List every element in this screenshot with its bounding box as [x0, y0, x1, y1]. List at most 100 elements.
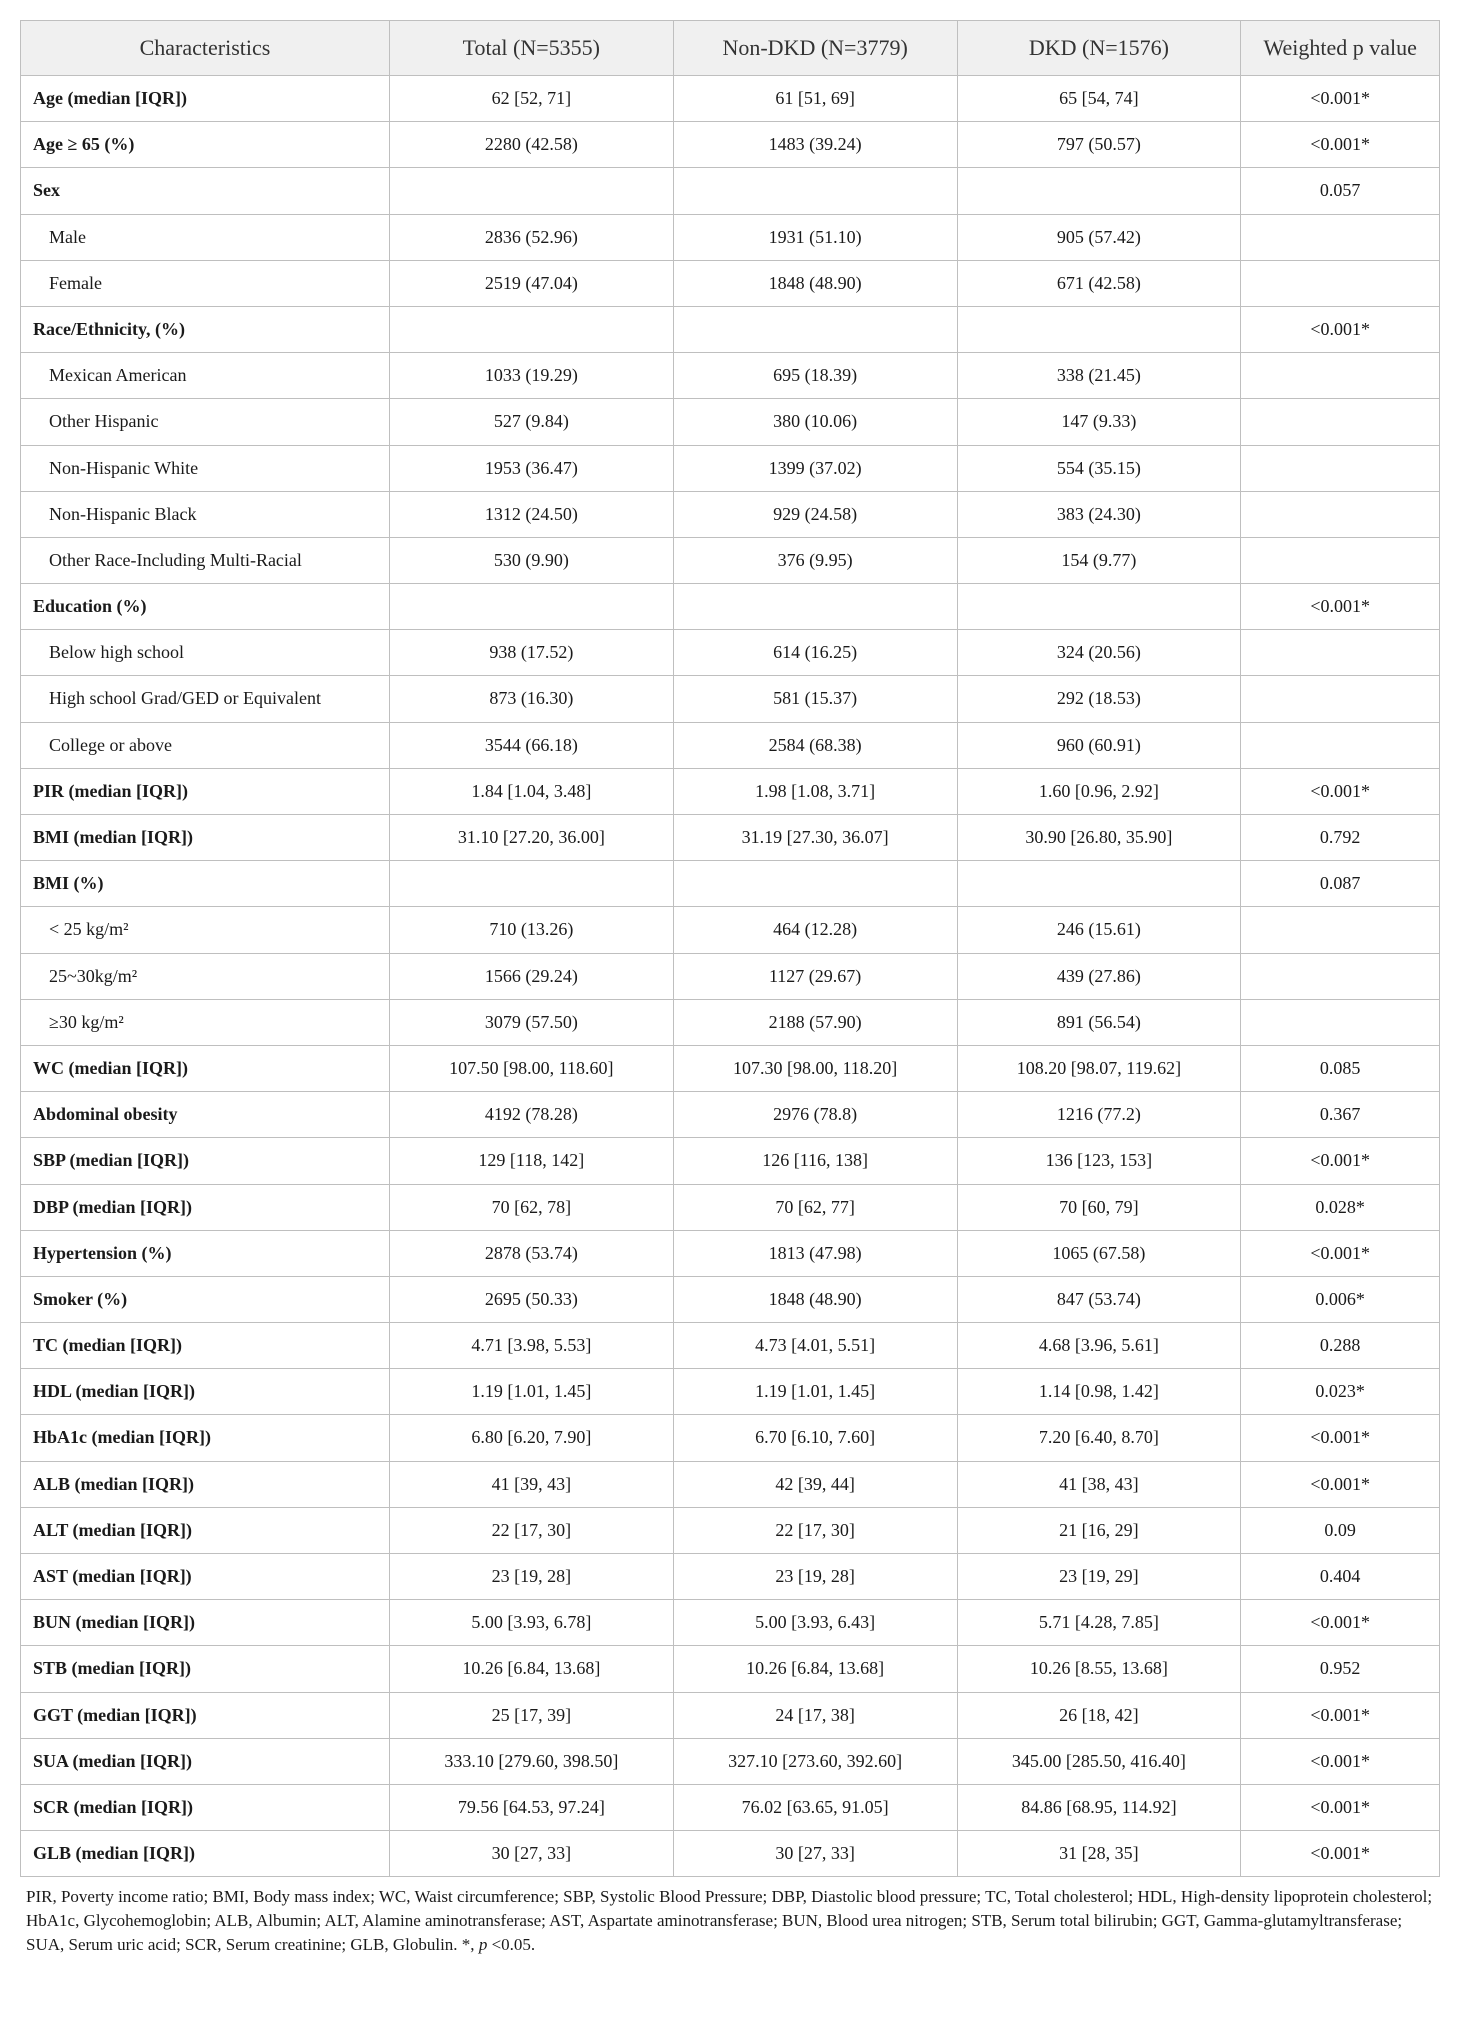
cell-total: 527 (9.84) — [389, 399, 673, 445]
cell-label: SUA (median [IQR]) — [21, 1738, 390, 1784]
cell-label: WC (median [IQR]) — [21, 1045, 390, 1091]
cell-nondkd — [673, 861, 957, 907]
cell-total: 873 (16.30) — [389, 676, 673, 722]
cell-dkd: 345.00 [285.50, 416.40] — [957, 1738, 1241, 1784]
table-row: SCR (median [IQR])79.56 [64.53, 97.24]76… — [21, 1784, 1440, 1830]
table-row: Below high school938 (17.52)614 (16.25)3… — [21, 630, 1440, 676]
cell-nondkd: 1931 (51.10) — [673, 214, 957, 260]
cell-p — [1241, 676, 1440, 722]
table-row: ≥30 kg/m²3079 (57.50)2188 (57.90)891 (56… — [21, 999, 1440, 1045]
cell-label: Other Hispanic — [21, 399, 390, 445]
cell-nondkd — [673, 584, 957, 630]
cell-total: 79.56 [64.53, 97.24] — [389, 1784, 673, 1830]
header-total: Total (N=5355) — [389, 21, 673, 76]
table-row: Age (median [IQR])62 [52, 71]61 [51, 69]… — [21, 76, 1440, 122]
cell-label: BMI (median [IQR]) — [21, 815, 390, 861]
cell-label: ALT (median [IQR]) — [21, 1507, 390, 1553]
cell-label: 25~30kg/m² — [21, 953, 390, 999]
cell-total: 70 [62, 78] — [389, 1184, 673, 1230]
cell-label: Abdominal obesity — [21, 1092, 390, 1138]
cell-p — [1241, 260, 1440, 306]
cell-dkd: 41 [38, 43] — [957, 1461, 1241, 1507]
cell-total: 2519 (47.04) — [389, 260, 673, 306]
cell-label: PIR (median [IQR]) — [21, 768, 390, 814]
cell-p: <0.001* — [1241, 768, 1440, 814]
cell-total: 2836 (52.96) — [389, 214, 673, 260]
cell-label: ALB (median [IQR]) — [21, 1461, 390, 1507]
cell-nondkd: 614 (16.25) — [673, 630, 957, 676]
cell-nondkd: 6.70 [6.10, 7.60] — [673, 1415, 957, 1461]
cell-p: <0.001* — [1241, 1138, 1440, 1184]
cell-dkd: 21 [16, 29] — [957, 1507, 1241, 1553]
header-pvalue: Weighted p value — [1241, 21, 1440, 76]
table-row: GGT (median [IQR])25 [17, 39]24 [17, 38]… — [21, 1692, 1440, 1738]
table-row: Smoker (%)2695 (50.33)1848 (48.90)847 (5… — [21, 1276, 1440, 1322]
cell-p: <0.001* — [1241, 1738, 1440, 1784]
cell-p — [1241, 537, 1440, 583]
cell-nondkd — [673, 306, 957, 352]
cell-label: Age ≥ 65 (%) — [21, 122, 390, 168]
cell-nondkd — [673, 168, 957, 214]
table-row: High school Grad/GED or Equivalent873 (1… — [21, 676, 1440, 722]
cell-dkd: 65 [54, 74] — [957, 76, 1241, 122]
cell-p: <0.001* — [1241, 1784, 1440, 1830]
table-row: Sex0.057 — [21, 168, 1440, 214]
cell-p: <0.001* — [1241, 1600, 1440, 1646]
cell-label: Non-Hispanic White — [21, 445, 390, 491]
cell-total: 23 [19, 28] — [389, 1554, 673, 1600]
cell-p — [1241, 445, 1440, 491]
cell-total: 530 (9.90) — [389, 537, 673, 583]
cell-p: 0.006* — [1241, 1276, 1440, 1322]
cell-p — [1241, 953, 1440, 999]
header-nondkd: Non-DKD (N=3779) — [673, 21, 957, 76]
cell-nondkd: 2188 (57.90) — [673, 999, 957, 1045]
cell-total: 1.19 [1.01, 1.45] — [389, 1369, 673, 1415]
table-row: BMI (median [IQR])31.10 [27.20, 36.00]31… — [21, 815, 1440, 861]
cell-nondkd: 1483 (39.24) — [673, 122, 957, 168]
table-row: BUN (median [IQR])5.00 [3.93, 6.78]5.00 … — [21, 1600, 1440, 1646]
cell-nondkd: 581 (15.37) — [673, 676, 957, 722]
cell-nondkd: 70 [62, 77] — [673, 1184, 957, 1230]
cell-p — [1241, 907, 1440, 953]
cell-label: DBP (median [IQR]) — [21, 1184, 390, 1230]
table-row: BMI (%) 0.087 — [21, 861, 1440, 907]
cell-label: TC (median [IQR]) — [21, 1323, 390, 1369]
table-row: College or above3544 (66.18)2584 (68.38)… — [21, 722, 1440, 768]
cell-label: SBP (median [IQR]) — [21, 1138, 390, 1184]
cell-dkd: 292 (18.53) — [957, 676, 1241, 722]
table-row: SBP (median [IQR])129 [118, 142]126 [116… — [21, 1138, 1440, 1184]
cell-p — [1241, 999, 1440, 1045]
cell-total: 25 [17, 39] — [389, 1692, 673, 1738]
cell-dkd: 905 (57.42) — [957, 214, 1241, 260]
cell-nondkd: 1399 (37.02) — [673, 445, 957, 491]
cell-total: 938 (17.52) — [389, 630, 673, 676]
cell-dkd: 439 (27.86) — [957, 953, 1241, 999]
cell-p — [1241, 722, 1440, 768]
table-row: Mexican American1033 (19.29)695 (18.39)3… — [21, 353, 1440, 399]
cell-dkd: 31 [28, 35] — [957, 1831, 1241, 1877]
cell-label: Male — [21, 214, 390, 260]
cell-p: 0.367 — [1241, 1092, 1440, 1138]
cell-label: College or above — [21, 722, 390, 768]
cell-label: HbA1c (median [IQR]) — [21, 1415, 390, 1461]
cell-label: Female — [21, 260, 390, 306]
cell-p: 0.952 — [1241, 1646, 1440, 1692]
cell-label: Education (%) — [21, 584, 390, 630]
table-row: PIR (median [IQR])1.84 [1.04, 3.48]1.98 … — [21, 768, 1440, 814]
cell-nondkd: 376 (9.95) — [673, 537, 957, 583]
cell-total: 1312 (24.50) — [389, 491, 673, 537]
table-row: Education (%)<0.001* — [21, 584, 1440, 630]
cell-dkd: 797 (50.57) — [957, 122, 1241, 168]
cell-label: BMI (%) — [21, 861, 390, 907]
cell-p: 0.087 — [1241, 861, 1440, 907]
table-row: Age ≥ 65 (%)2280 (42.58)1483 (39.24)797 … — [21, 122, 1440, 168]
cell-nondkd: 1813 (47.98) — [673, 1230, 957, 1276]
cell-label: AST (median [IQR]) — [21, 1554, 390, 1600]
cell-p: 0.404 — [1241, 1554, 1440, 1600]
cell-nondkd: 464 (12.28) — [673, 907, 957, 953]
cell-p — [1241, 630, 1440, 676]
cell-dkd — [957, 306, 1241, 352]
cell-label: High school Grad/GED or Equivalent — [21, 676, 390, 722]
cell-total: 41 [39, 43] — [389, 1461, 673, 1507]
cell-total: 3544 (66.18) — [389, 722, 673, 768]
